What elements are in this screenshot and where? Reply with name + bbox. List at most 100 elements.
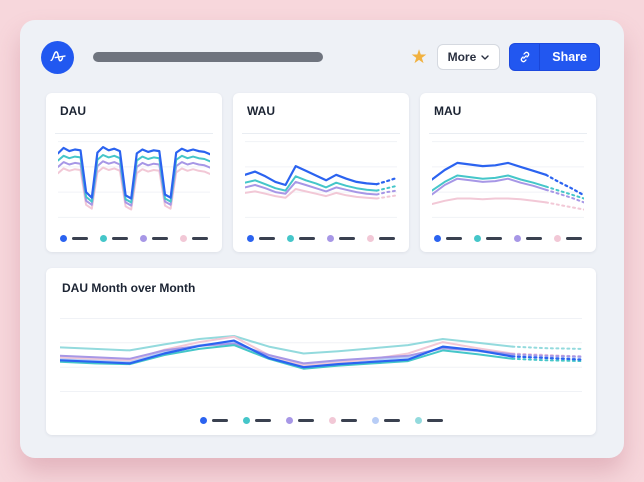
legend-item-series-pink[interactable] [554, 235, 582, 242]
share-button[interactable]: Share [509, 43, 600, 71]
dau-mom-series-blue-forecast-line [511, 355, 582, 361]
card-header-divider [242, 133, 400, 134]
chart-card-dau: DAU [46, 93, 222, 252]
chart-card-mau: MAU [420, 93, 596, 252]
legend-item-series-pink[interactable] [367, 235, 395, 242]
legend-label-redacted [112, 237, 128, 240]
legend-item-series-purple[interactable] [285, 417, 314, 424]
legend-item-series-purple[interactable] [327, 235, 355, 242]
more-button-label: More [447, 50, 477, 64]
dau-mom-series-purple-forecast-line [511, 353, 582, 358]
wau-series-pink-line [245, 188, 378, 200]
legend-dot [514, 235, 521, 242]
legend-label-redacted [72, 237, 88, 240]
legend-dot [247, 235, 254, 242]
topbar: ★ More Share [41, 40, 600, 74]
dau-mom-series-blue-line [60, 339, 514, 369]
legend-item-series-blue[interactable] [60, 235, 88, 242]
legend-item-series-blue[interactable] [199, 417, 228, 424]
dashboard-title-redacted [93, 52, 323, 62]
legend-item-series-light-teal[interactable] [414, 417, 443, 424]
mau-series-pink-forecast-line [545, 201, 584, 211]
legend-item-series-blue[interactable] [247, 235, 275, 242]
legend-dot [199, 417, 207, 424]
legend-label-redacted [340, 419, 357, 422]
legend-dot [285, 417, 293, 424]
dau-chart[interactable] [58, 140, 210, 219]
mau-series-blue-forecast-line [544, 173, 584, 197]
legend-dot [327, 235, 334, 242]
legend-dot [287, 235, 294, 242]
chart-card-dau-mom: DAU Month over Month [46, 268, 596, 435]
dau-mom-svg [60, 318, 582, 392]
legend-label-redacted [379, 237, 395, 240]
mau-series-teal-line [432, 174, 547, 192]
wau-series-teal-forecast-line [375, 184, 397, 192]
legend-label-redacted [446, 237, 462, 240]
dau-mom-legend [46, 417, 596, 424]
legend-item-series-teal[interactable] [287, 235, 315, 242]
legend-label-redacted [152, 237, 168, 240]
wau-svg [245, 141, 397, 218]
legend-label-redacted [383, 419, 400, 422]
legend-label-redacted [566, 237, 582, 240]
legend-dot [554, 235, 561, 242]
wau-series-blue-line [245, 165, 378, 187]
mau-series-teal-forecast-line [545, 185, 584, 200]
legend-item-series-purple[interactable] [514, 235, 542, 242]
legend-item-series-blue[interactable] [434, 235, 462, 242]
more-button[interactable]: More [436, 44, 501, 70]
legend-dot [60, 235, 67, 242]
amplitude-wave-icon [49, 51, 66, 62]
wau-series-teal-line [245, 175, 378, 192]
wau-series-purple-forecast-line [375, 189, 397, 196]
wau-legend [233, 235, 409, 242]
dashboard-panel: ★ More Share [20, 20, 624, 458]
dau-mom-series-teal-forecast-line [511, 357, 582, 363]
card-header-divider [55, 133, 213, 134]
legend-item-series-purple[interactable] [140, 235, 168, 242]
mau-svg [432, 141, 584, 218]
legend-label-redacted [211, 419, 228, 422]
dau-legend [46, 235, 222, 242]
legend-dot [328, 417, 336, 424]
legend-label-redacted [192, 237, 208, 240]
favorite-star-icon[interactable]: ★ [410, 46, 428, 68]
dau-series-blue-line [58, 145, 210, 200]
legend-label-redacted [526, 237, 542, 240]
share-button-label[interactable]: Share [552, 50, 587, 64]
link-icon [520, 51, 530, 63]
legend-dot [100, 235, 107, 242]
legend-label-redacted [426, 419, 443, 422]
legend-dot [434, 235, 441, 242]
legend-label-redacted [254, 419, 271, 422]
legend-dot [180, 235, 187, 242]
legend-dot [242, 417, 250, 424]
card-header-divider [429, 133, 587, 134]
dau-mom-series-light-teal-forecast-line [511, 345, 582, 350]
card-title-dau: DAU [60, 104, 86, 118]
topbar-actions: ★ More Share [411, 43, 600, 71]
legend-label-redacted [259, 237, 275, 240]
legend-label-redacted [486, 237, 502, 240]
wau-series-purple-line [245, 180, 378, 196]
amplitude-logo[interactable] [41, 40, 74, 74]
dau-mom-chart[interactable] [60, 317, 582, 393]
legend-item-series-pink[interactable] [180, 235, 208, 242]
wau-series-pink-forecast-line [375, 194, 397, 200]
legend-item-series-teal[interactable] [242, 417, 271, 424]
copy-link-button[interactable] [510, 44, 541, 70]
chevron-down-icon [481, 54, 489, 60]
legend-dot [371, 417, 379, 424]
legend-item-series-teal[interactable] [474, 235, 502, 242]
wau-chart[interactable] [245, 140, 397, 219]
legend-item-series-periwinkle[interactable] [371, 417, 400, 424]
legend-dot [474, 235, 481, 242]
card-title-wau: WAU [247, 104, 275, 118]
dau-mom-series-light-teal-line [60, 335, 514, 355]
legend-item-series-pink[interactable] [328, 417, 357, 424]
card-title-dau-mom: DAU Month over Month [62, 281, 196, 295]
legend-item-series-teal[interactable] [100, 235, 128, 242]
kpi-cards-row: DAU WAU MAU [46, 93, 596, 252]
mau-chart[interactable] [432, 140, 584, 219]
